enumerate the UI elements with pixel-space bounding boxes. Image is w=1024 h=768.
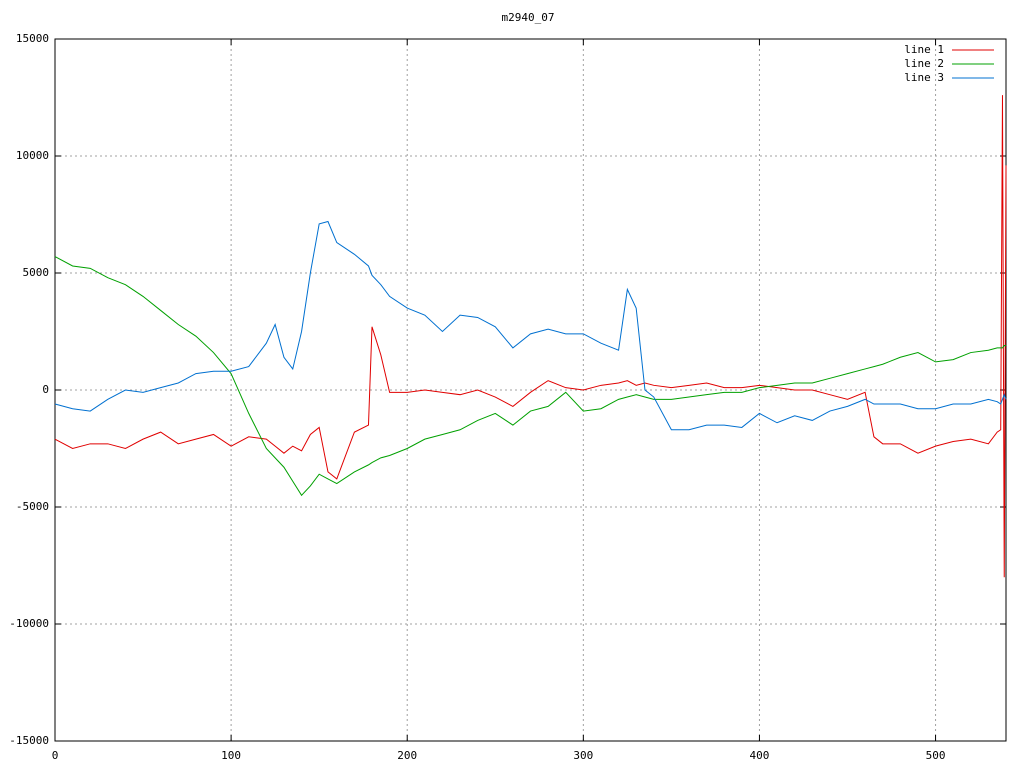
y-tick-label: 5000 <box>23 266 50 279</box>
y-tick-label: -10000 <box>9 617 49 630</box>
x-tick-label: 100 <box>221 749 241 762</box>
y-tick-label: -5000 <box>16 500 49 513</box>
x-tick-label: 500 <box>926 749 946 762</box>
x-tick-label: 0 <box>52 749 59 762</box>
x-tick-label: 400 <box>750 749 770 762</box>
data-line <box>54 256 1006 497</box>
y-tick-label: 10000 <box>16 149 49 162</box>
y-tick-label: 0 <box>42 383 49 396</box>
x-tick-label: 300 <box>573 749 593 762</box>
y-tick-label: 15000 <box>16 32 49 45</box>
chart-title: m2940_07 <box>502 11 555 24</box>
legend-label: line 1 <box>904 43 944 56</box>
legend-label: line 3 <box>904 71 944 84</box>
plot-frame <box>54 38 1007 742</box>
x-tick-label: 200 <box>397 749 417 762</box>
y-tick-label: -15000 <box>9 734 49 747</box>
data-line <box>54 220 1007 431</box>
legend-label: line 2 <box>904 57 944 70</box>
data-line <box>54 95 1007 578</box>
